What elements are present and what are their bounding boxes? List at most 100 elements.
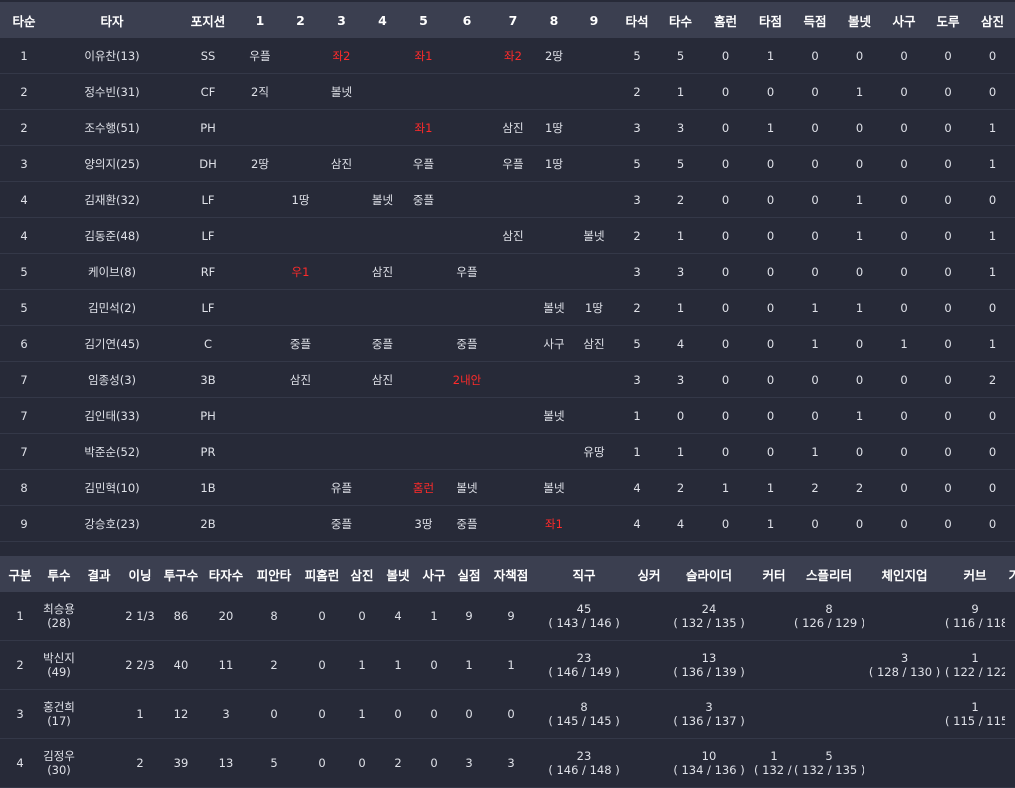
pitching-stat-runs: 0 (450, 689, 488, 739)
inning-result (321, 109, 362, 146)
inning-result (362, 145, 403, 182)
pitch-type-cell: 1( 132 / 132 ) (754, 738, 794, 788)
inning-result (240, 325, 280, 362)
inning-result (444, 181, 490, 218)
inning-result (536, 73, 572, 110)
inning-result (280, 397, 321, 434)
batting-stat: 0 (658, 397, 703, 434)
inning-result: 2내안 (444, 361, 490, 398)
batter-position: PH (176, 109, 240, 146)
batting-stat: 3 (616, 361, 658, 398)
inning-result: 중플 (321, 505, 362, 542)
batter-name: 정수빈(31) (48, 73, 176, 110)
batting-stat: 1 (658, 289, 703, 326)
batting-stat: 1 (748, 505, 793, 542)
pitch-type-cell: 23( 146 / 148 ) (534, 738, 634, 788)
inning-result (240, 361, 280, 398)
batting-stat: 0 (882, 289, 926, 326)
pitch-speed-range: ( 132 / 135 ) (794, 763, 864, 777)
batting-header-cell: 3 (337, 12, 346, 28)
pitcher-name: 최승용 (43, 602, 75, 616)
inning-result (362, 397, 403, 434)
pitcher-number: (17) (47, 714, 71, 728)
batter-name: 김인태(33) (48, 397, 176, 434)
pitch-type-cell: 13( 136 / 139 ) (664, 640, 754, 690)
inning-result (536, 181, 572, 218)
pitching-stat-so: 0 (346, 592, 378, 641)
pitching-stat-inn: 1 (120, 689, 160, 739)
batter-name: 강승호(23) (48, 505, 176, 542)
pitch-count: 8 (580, 700, 588, 714)
pitch-type-cell (754, 640, 794, 690)
batting-order: 8 (0, 469, 48, 506)
inning-result (362, 505, 403, 542)
batting-stat: 2 (616, 217, 658, 254)
inning-result (321, 361, 362, 398)
inning-result: 3땅 (403, 505, 444, 542)
inning-result: 1땅 (572, 289, 616, 326)
pitcher-name-cell: 김정우 (30) (40, 738, 78, 788)
batting-header-cell: 삼진 (980, 13, 1004, 29)
batting-header-cell: 2 (296, 12, 305, 28)
inning-result: 유플 (321, 469, 362, 506)
inning-result: 삼진 (362, 253, 403, 290)
inning-result: 1땅 (536, 109, 572, 146)
batting-stat: 1 (748, 38, 793, 74)
pitcher-index: 1 (0, 592, 40, 641)
inning-result (572, 469, 616, 506)
batting-table: 타순 타자 포지션 1 2 3 4 5 6 7 8 9 타석 타수 홈런 타점 득점 볼넷 사구 도루 삼진 1 이유찬(… (0, 2, 1015, 542)
inning-result (490, 505, 536, 542)
pitching-table: 구분 투수 결과 이닝 투구수 타자수 피안타 피홈런 삼진 볼넷 사구 실점 자책점 직구 싱커 슬라이더 커… (0, 556, 1015, 788)
batting-row: 7 임종성(3) 3B 삼진 삼진 2내안 3 3 0 0 0 0 0 0 2 (0, 361, 1015, 398)
inning-result (240, 109, 280, 146)
inning-result: 2직 (240, 73, 280, 110)
pitch-count: 13 (701, 651, 717, 665)
pitch-count: 23 (576, 651, 592, 665)
batting-stat: 0 (882, 181, 926, 218)
pitching-header-cell: 타자수 (208, 567, 244, 583)
inning-result: 우플 (240, 38, 280, 74)
batting-header-cell: 타순 (12, 13, 36, 29)
batting-row: 1 이유찬(13) SS 우플 좌2 좌1 좌2 2땅 5 5 0 1 0 0 0 0 0 (0, 38, 1015, 74)
inning-result (240, 505, 280, 542)
inning-result (321, 289, 362, 326)
batting-stat: 0 (926, 361, 970, 398)
pitching-header-cell: 피안타 (256, 567, 292, 583)
inning-result (572, 397, 616, 434)
inning-result: 볼넷 (321, 73, 362, 110)
batting-stat: 1 (970, 217, 1015, 254)
inning-result (572, 73, 616, 110)
pitch-type-cell: 3( 128 / 130 ) (864, 640, 945, 690)
inning-result (403, 325, 444, 362)
batting-stat: 0 (882, 73, 926, 110)
inning-result: 볼넷 (572, 217, 616, 254)
batting-stat: 0 (793, 181, 837, 218)
batter-position: CF (176, 73, 240, 110)
batting-stat: 2 (658, 181, 703, 218)
batting-stat: 0 (837, 325, 882, 362)
batting-stat: 0 (837, 433, 882, 470)
inning-result: 중플 (362, 325, 403, 362)
inning-result (362, 469, 403, 506)
batter-name: 김재환(32) (48, 181, 176, 218)
batting-stat: 0 (703, 361, 748, 398)
batting-stat: 0 (837, 253, 882, 290)
batter-position: PH (176, 397, 240, 434)
pitching-header-cell: 커터 (762, 567, 786, 583)
inning-result (572, 361, 616, 398)
batter-name: 임종성(3) (48, 361, 176, 398)
pitch-type-cell (794, 640, 864, 690)
pitching-header-cell: 투수 (47, 567, 71, 583)
inning-result: 볼넷 (536, 289, 572, 326)
pitching-stat-batters: 11 (202, 640, 250, 690)
pitch-count: 8 (825, 602, 833, 616)
batting-stat: 1 (616, 433, 658, 470)
batting-stat: 0 (882, 469, 926, 506)
batter-name: 박준순(52) (48, 433, 176, 470)
batting-stat: 1 (970, 109, 1015, 146)
inning-result (240, 253, 280, 290)
pitching-stat-so: 0 (346, 738, 378, 788)
pitching-stat-hr: 0 (298, 738, 346, 788)
pitch-speed-range: ( 128 / 130 ) (868, 665, 941, 679)
pitching-stat-result (78, 592, 120, 641)
